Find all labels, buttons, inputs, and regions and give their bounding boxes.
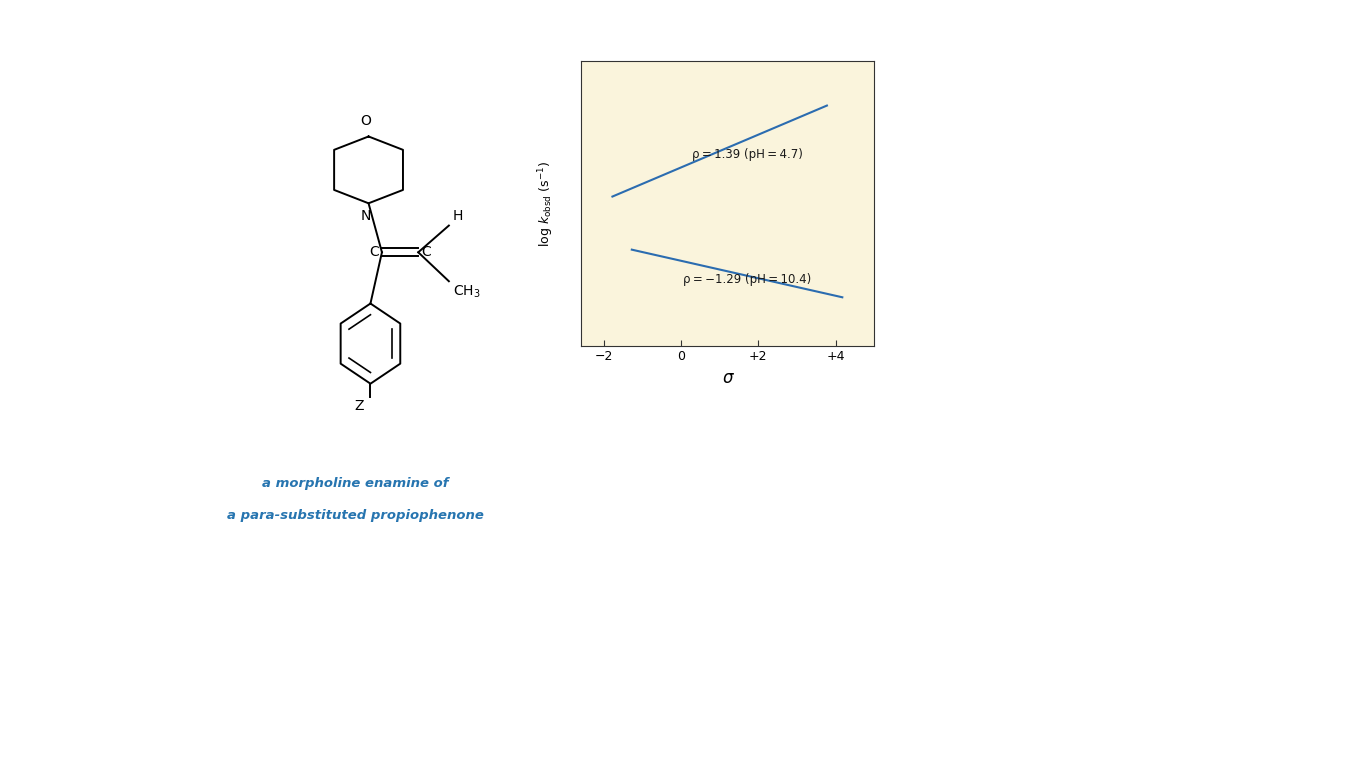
Text: ρ = 1.39 (pH = 4.7): ρ = 1.39 (pH = 4.7) [693, 148, 803, 161]
Text: O: O [361, 114, 372, 128]
Text: C: C [369, 245, 378, 260]
Text: CH$_3$: CH$_3$ [452, 283, 481, 300]
Text: H: H [452, 210, 463, 223]
Text: ρ = −1.29 (pH = 10.4): ρ = −1.29 (pH = 10.4) [683, 273, 811, 286]
Text: N: N [361, 209, 370, 223]
Text: Z: Z [354, 399, 363, 413]
Text: log $k_{\mathrm{obsd}}$ (s$^{-1}$): log $k_{\mathrm{obsd}}$ (s$^{-1}$) [537, 161, 556, 247]
X-axis label: σ: σ [723, 369, 732, 387]
Text: C: C [421, 245, 432, 260]
Text: a para-substituted propiophenone: a para-substituted propiophenone [227, 508, 484, 521]
Text: a morpholine enamine of: a morpholine enamine of [262, 478, 448, 491]
